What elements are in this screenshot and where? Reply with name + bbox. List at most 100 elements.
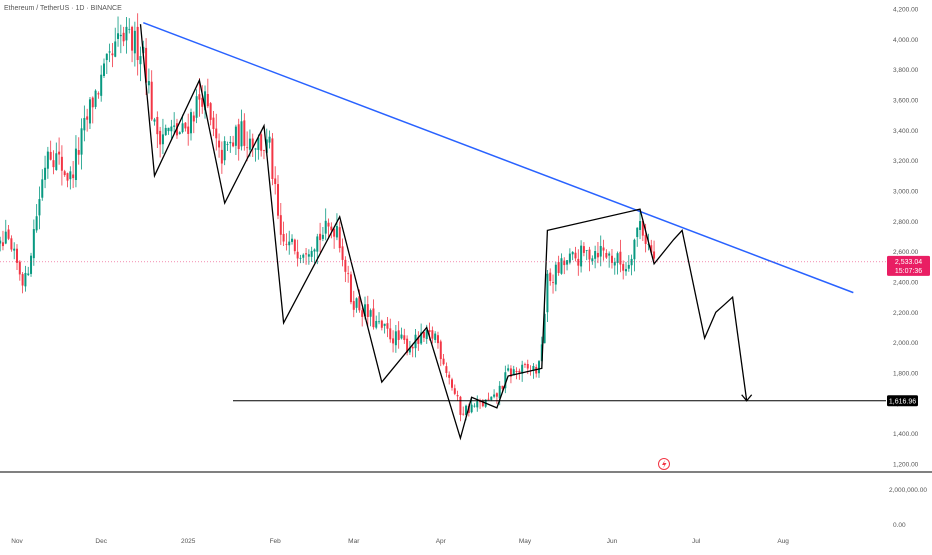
candle (633, 238, 636, 272)
candle (206, 78, 209, 109)
candle (552, 274, 555, 294)
candle (215, 113, 218, 151)
price-tick-label: 3,200.00 (893, 158, 919, 165)
axes-layer: 4,200.00 4,000.00 3,800.00 3,600.00 3,400.00… (0, 7, 932, 545)
candle (445, 362, 448, 378)
candle (476, 395, 479, 412)
candle (324, 208, 327, 241)
candle (243, 113, 246, 151)
candle (187, 113, 190, 146)
candle (74, 135, 77, 188)
candle (114, 27, 117, 58)
candle (349, 271, 352, 305)
candle (35, 204, 38, 233)
candle (518, 368, 521, 380)
countdown-label: 15:07:36 (895, 268, 922, 275)
candle (282, 221, 285, 246)
lightning-event-icon[interactable] (658, 458, 670, 470)
time-tick-label: Feb (270, 538, 282, 545)
candle (46, 146, 49, 179)
candle (7, 225, 10, 241)
chart-title: Ethereum / TetherUS · 1D · BINANCE (4, 5, 122, 12)
candle (577, 249, 580, 276)
candle (509, 365, 512, 384)
time-tick-label: Jul (692, 538, 701, 545)
candle (639, 210, 642, 240)
candle (229, 136, 232, 153)
candle (462, 406, 465, 416)
candle (560, 253, 563, 275)
candle (392, 330, 395, 353)
candle (386, 316, 389, 338)
candle (156, 111, 159, 148)
candle (591, 255, 594, 265)
candle (327, 218, 330, 240)
candle (63, 169, 66, 177)
candle (41, 169, 44, 201)
candle (613, 257, 616, 275)
candle (161, 118, 164, 154)
candle (234, 124, 237, 155)
zigzag-path[interactable] (139, 24, 748, 441)
candle (271, 133, 274, 186)
price-tick-label: 2,800.00 (893, 219, 919, 226)
candle (574, 246, 577, 262)
candle (307, 249, 310, 265)
candle (310, 246, 313, 262)
time-tick-label: May (519, 538, 532, 545)
candle (481, 399, 484, 408)
candle (372, 299, 375, 330)
candle (97, 91, 100, 99)
candle (257, 134, 260, 160)
candle (173, 112, 176, 134)
candle (38, 186, 41, 230)
candle (459, 395, 462, 422)
candle (88, 97, 91, 129)
candle (170, 119, 173, 139)
candle (588, 246, 591, 272)
candle (103, 58, 105, 78)
candle (195, 89, 198, 124)
candle (582, 242, 585, 257)
candle (279, 203, 282, 245)
candle (117, 16, 120, 47)
candle (338, 221, 341, 253)
candle (521, 360, 524, 382)
candle (599, 235, 602, 267)
candle (164, 124, 167, 136)
candle (111, 42, 114, 68)
time-tick-label: Aug (777, 538, 789, 545)
price-tick-label: 2,200.00 (893, 310, 919, 317)
candle (653, 240, 656, 261)
candle (288, 230, 291, 255)
candle (389, 318, 392, 343)
candle (554, 261, 557, 292)
candle (119, 24, 122, 54)
candle (417, 331, 420, 351)
candle (422, 331, 425, 343)
candle (72, 160, 75, 189)
candle (44, 155, 47, 189)
candle (147, 68, 150, 94)
candle (636, 227, 639, 247)
price-tick-label: 4,000.00 (893, 37, 919, 44)
price-tick-label: 3,800.00 (893, 67, 919, 74)
candle (448, 371, 451, 385)
candle (397, 321, 400, 349)
candle (32, 219, 35, 266)
candle (153, 117, 156, 126)
candle (610, 248, 613, 269)
candle (296, 239, 299, 267)
candle (594, 245, 597, 269)
candle (226, 141, 229, 151)
trendline[interactable] (143, 21, 854, 294)
candle (66, 172, 69, 188)
candle (619, 239, 622, 273)
candle (512, 365, 515, 376)
candle (94, 89, 97, 110)
candle (355, 297, 358, 313)
candle (13, 242, 16, 260)
candle (602, 239, 605, 261)
